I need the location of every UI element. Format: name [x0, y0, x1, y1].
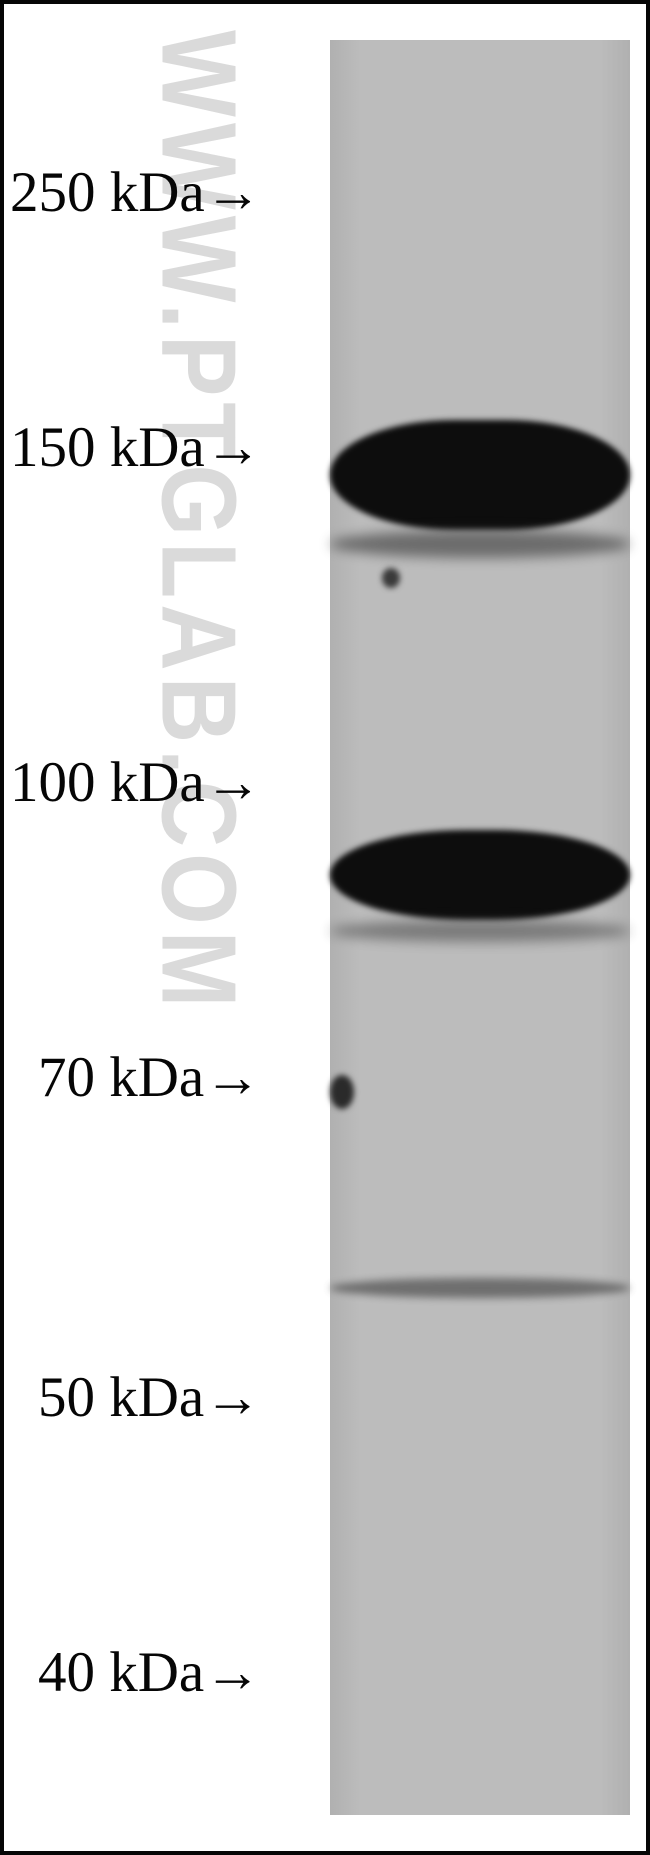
band-90kDa-band	[330, 830, 630, 920]
marker-0: 250 kDa→	[10, 160, 262, 225]
band-90kDa-trail	[330, 920, 630, 942]
gel-lane	[330, 40, 630, 1815]
marker-4: 50 kDa→	[38, 1365, 261, 1430]
marker-2: 100 kDa→	[10, 750, 262, 815]
marker-5: 40 kDa→	[38, 1640, 261, 1705]
band-150kDa-trail	[330, 530, 630, 558]
band-55kDa-band	[330, 1278, 630, 1298]
marker-3: 70 kDa→	[38, 1045, 261, 1110]
band-150kDa-band	[330, 420, 630, 530]
spot-1	[382, 568, 400, 588]
spot-0	[330, 1075, 354, 1109]
blot-container: WWW.PTGLAB.COM 250 kDa→150 kDa→100 kDa→7…	[0, 0, 650, 1855]
marker-1: 150 kDa→	[10, 415, 262, 480]
